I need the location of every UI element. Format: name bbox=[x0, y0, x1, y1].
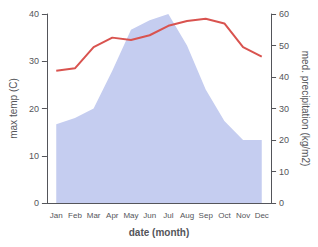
svg-text:10: 10 bbox=[279, 167, 289, 177]
svg-text:date (month): date (month) bbox=[129, 227, 190, 238]
svg-text:0: 0 bbox=[279, 198, 284, 208]
svg-text:20: 20 bbox=[279, 135, 289, 145]
svg-text:40: 40 bbox=[29, 9, 39, 19]
svg-text:Nov: Nov bbox=[236, 211, 250, 220]
svg-text:40: 40 bbox=[279, 72, 289, 82]
svg-text:Jun: Jun bbox=[143, 211, 156, 220]
svg-text:20: 20 bbox=[29, 104, 39, 114]
svg-text:med. precipitation (kg/m2): med. precipitation (kg/m2) bbox=[300, 51, 311, 167]
svg-text:Dec: Dec bbox=[255, 211, 269, 220]
svg-text:Feb: Feb bbox=[68, 211, 82, 220]
svg-text:60: 60 bbox=[279, 9, 289, 19]
svg-text:30: 30 bbox=[279, 104, 289, 114]
svg-text:May: May bbox=[123, 211, 138, 220]
svg-text:Aug: Aug bbox=[180, 211, 194, 220]
svg-text:Mar: Mar bbox=[87, 211, 101, 220]
svg-text:Oct: Oct bbox=[218, 211, 231, 220]
svg-text:max temp (C): max temp (C) bbox=[8, 78, 19, 139]
svg-text:Jul: Jul bbox=[163, 211, 173, 220]
svg-text:Jan: Jan bbox=[50, 211, 63, 220]
svg-text:30: 30 bbox=[29, 56, 39, 66]
svg-text:0: 0 bbox=[34, 198, 39, 208]
svg-text:Sep: Sep bbox=[199, 211, 214, 220]
svg-text:50: 50 bbox=[279, 41, 289, 51]
svg-text:Apr: Apr bbox=[106, 211, 119, 220]
svg-text:10: 10 bbox=[29, 151, 39, 161]
